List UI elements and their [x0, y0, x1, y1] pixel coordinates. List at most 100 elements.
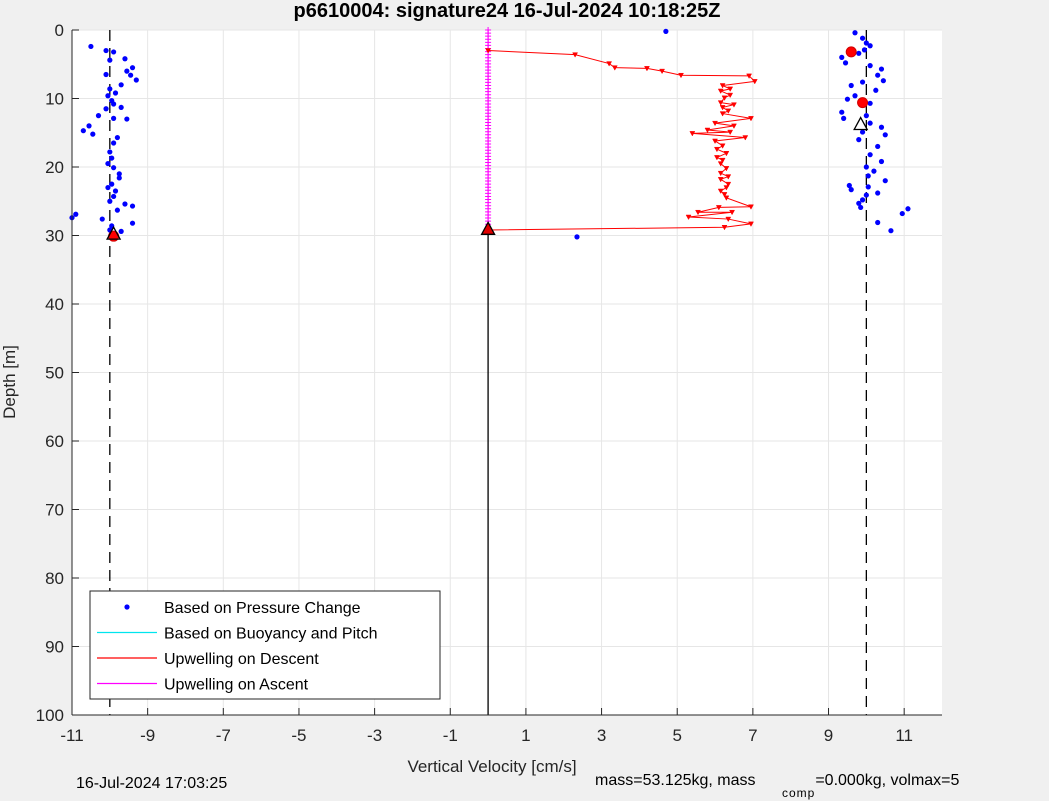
descent-marker: [712, 138, 718, 144]
pressure-point: [103, 71, 109, 78]
pressure-point: [865, 184, 871, 190]
descent-marker: [748, 221, 754, 227]
descent-marker: [723, 185, 730, 191]
x-tick-label: -5: [291, 726, 306, 745]
footer-mass: mass=53.125kg, mass comp=0.000kg, volmax…: [595, 772, 959, 800]
special-markers: [106, 46, 869, 242]
white-triangle-marker: [853, 116, 869, 131]
pressure-point: [105, 93, 111, 99]
footer-mass-text: mass=53.125kg, mass: [595, 772, 756, 789]
descent-marker: [717, 100, 724, 106]
descent-marker: [717, 161, 724, 167]
x-tick-label: -9: [140, 726, 155, 745]
descent-marker: [723, 195, 730, 201]
descent-marker: [644, 66, 650, 72]
red-circle-marker: [857, 97, 869, 109]
descent-marker: [712, 120, 718, 127]
axis-ticks: -11 -9 -7 -5 -3 -1 1 3 5 7 9 1101020304050607080901…: [36, 21, 913, 745]
pressure-point: [86, 123, 92, 129]
pressure-point: [95, 113, 102, 119]
descent-marker: [695, 209, 701, 216]
y-tick-label: 30: [45, 227, 64, 246]
pressure-point: [839, 54, 845, 61]
pressure-point: [873, 87, 879, 93]
descent-marker: [727, 86, 734, 92]
pressure-point: [875, 72, 881, 78]
pressure-point: [905, 206, 911, 212]
descent-marker: [685, 214, 692, 221]
pressure-point: [129, 220, 136, 226]
pressure-point: [122, 201, 128, 207]
pressure-point: [111, 101, 117, 107]
descent-marker: [723, 166, 730, 172]
pressure-point: [899, 210, 905, 217]
pressure-point: [109, 155, 115, 161]
pressure-point: [859, 35, 866, 41]
pressure-point: [118, 104, 124, 111]
pressure-point: [848, 187, 854, 193]
pressure-point: [129, 203, 136, 209]
pressure-point: [128, 72, 134, 78]
descent-marker: [748, 204, 754, 210]
pressure-point: [842, 60, 849, 66]
pressure-point: [856, 50, 862, 56]
y-tick-label: 100: [36, 706, 64, 725]
descent-marker: [717, 170, 724, 177]
descent-marker: [731, 123, 737, 129]
descent-marker: [719, 111, 726, 117]
y-tick-label: 80: [45, 569, 64, 588]
pressure-point: [878, 124, 885, 130]
pressure-point: [867, 152, 873, 158]
descent-marker: [721, 225, 728, 231]
pressure-point: [888, 228, 894, 234]
descent-marker: [689, 131, 696, 137]
descent-marker: [725, 174, 732, 180]
pressure-point: [867, 120, 873, 126]
legend: Based on Pressure Change Based on Buoyanc…: [89, 590, 441, 700]
series-upwelling-ascent: [485, 27, 492, 228]
pressure-point: [111, 115, 117, 121]
descent-marker: [727, 92, 734, 99]
pressure-point: [107, 149, 113, 155]
x-tick-label: 5: [672, 726, 681, 745]
pressure-point: [867, 100, 873, 106]
pressure-point: [880, 78, 886, 84]
descent-marker: [485, 48, 492, 54]
descent-marker: [719, 157, 726, 164]
legend-swatch: [124, 604, 130, 610]
pressure-point: [875, 219, 881, 226]
pressure-point: [878, 158, 885, 165]
pressure-point: [839, 109, 845, 115]
footer-comp-text: =0.000kg, volmax=5: [815, 772, 960, 789]
pressure-point: [124, 116, 130, 122]
pressure-point: [863, 113, 869, 119]
pressure-point: [111, 193, 117, 200]
descent-marker: [746, 73, 753, 79]
pressure-point: [116, 175, 122, 181]
pressure-point: [875, 190, 881, 196]
red-circle-marker: [845, 46, 857, 58]
legend-entry-label: Upwelling on Ascent: [164, 677, 309, 694]
descent-marker: [721, 192, 728, 198]
pressure-point: [105, 160, 111, 167]
y-tick-label: 50: [45, 364, 64, 383]
descent-marker: [717, 177, 724, 183]
y-axis-label: Depth [m]: [0, 345, 19, 419]
y-tick-label: 60: [45, 432, 64, 451]
pressure-point: [111, 140, 117, 146]
pressure-point: [844, 96, 851, 102]
descent-marker: [748, 116, 754, 122]
y-tick-label: 40: [45, 295, 64, 314]
pressure-point: [856, 137, 862, 143]
x-tick-label: 1: [521, 726, 530, 745]
x-tick-label: -11: [60, 726, 83, 745]
pressure-point: [852, 30, 858, 36]
pressure-point: [841, 115, 847, 121]
pressure-point: [852, 93, 858, 99]
pressure-point: [867, 63, 873, 69]
pressure-point: [863, 40, 869, 46]
y-tick-label: 20: [45, 158, 64, 177]
descent-marker: [725, 181, 732, 188]
footer-datetime: 16-Jul-2024 17:03:25: [76, 775, 228, 792]
pressure-point: [858, 204, 864, 211]
